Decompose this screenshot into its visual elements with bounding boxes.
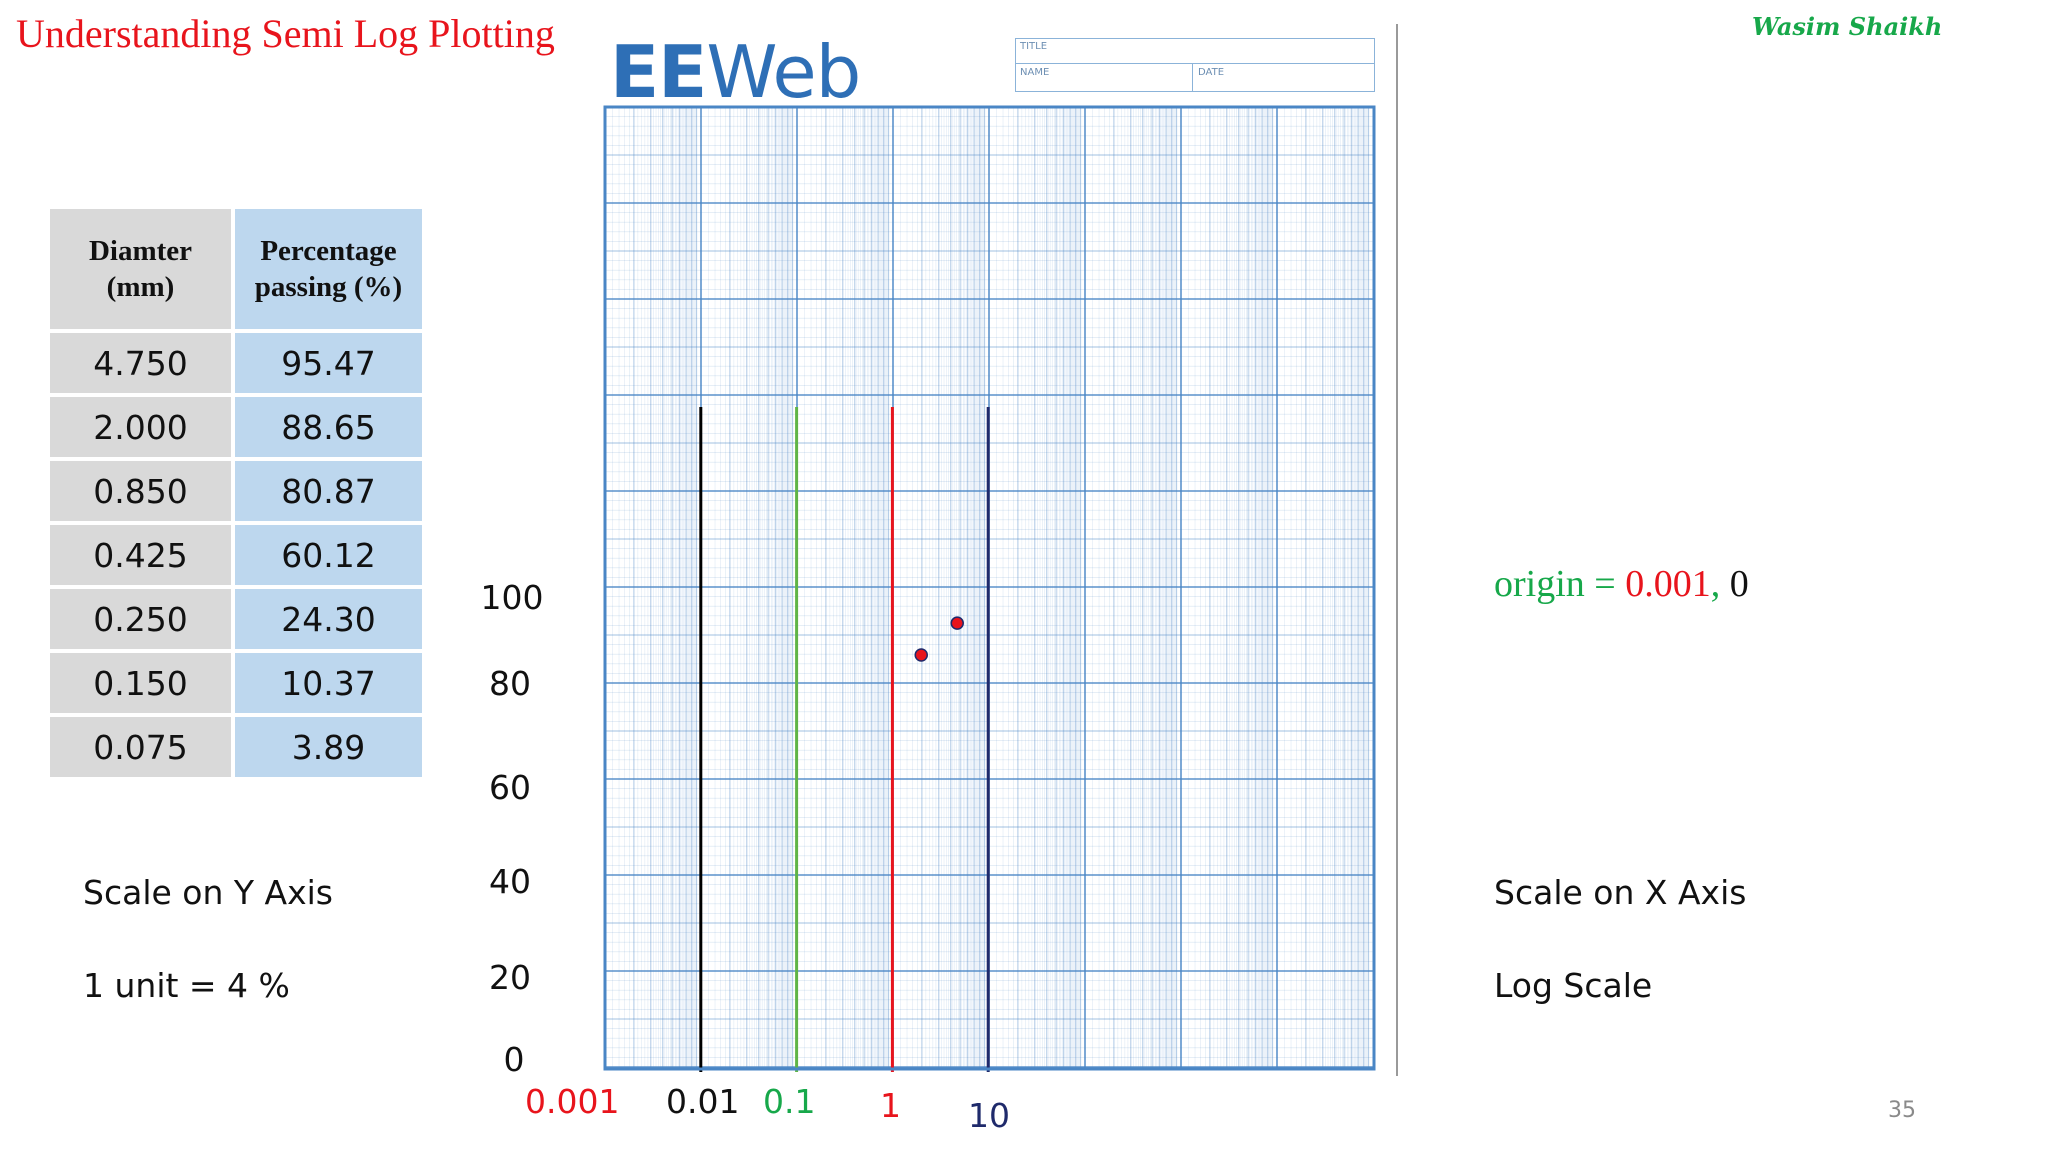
x-tick-label: 1 — [880, 1086, 901, 1125]
name-label: NAME — [1020, 67, 1050, 78]
y-tick-label: 60 — [489, 768, 531, 807]
cell-percentage: 88.65 — [235, 397, 422, 457]
origin-label: origin = — [1494, 563, 1626, 605]
cell-percentage: 10.37 — [235, 653, 422, 713]
origin-sep: , — [1710, 563, 1721, 605]
y-scale-title: Scale on Y Axis — [83, 873, 333, 912]
cell-diameter: 0.075 — [50, 717, 231, 777]
y-tick-label: 80 — [489, 664, 531, 703]
table-row: 0.850 80.87 — [50, 461, 422, 521]
author-signature: Wasim Shaikh — [1752, 12, 1943, 41]
y-tick-label: 0 — [503, 1040, 525, 1079]
y-tick-label: 20 — [489, 958, 531, 997]
cell-percentage: 60.12 — [235, 525, 422, 585]
header-percentage-line2: passing (%) — [254, 271, 403, 303]
cell-diameter: 0.150 — [50, 653, 231, 713]
table-row: 4.750 95.47 — [50, 333, 422, 393]
table-row: 0.250 24.30 — [50, 589, 422, 649]
graph-title-box: TITLE NAME DATE — [1015, 38, 1375, 92]
page-number: 35 — [1888, 1098, 1916, 1123]
graph-frame — [603, 105, 1376, 1071]
table-row: 0.075 3.89 — [50, 717, 422, 777]
decade-lines — [699, 407, 990, 1072]
cell-diameter: 0.250 — [50, 589, 231, 649]
y-scale-value: 1 unit = 4 % — [83, 966, 290, 1005]
table-header-row: Diamter (mm) Percentage passing (%) — [50, 209, 422, 329]
title-label: TITLE — [1020, 41, 1048, 52]
x-scale-title: Scale on X Axis — [1494, 873, 1747, 912]
cell-diameter: 2.000 — [50, 397, 231, 457]
eeweb-logo: EEWeb — [610, 30, 861, 114]
data-point — [950, 616, 964, 630]
cell-diameter: 0.425 — [50, 525, 231, 585]
table-row: 0.150 10.37 — [50, 653, 422, 713]
header-diameter: Diamter (mm) — [50, 209, 231, 329]
header-diameter-line2: (mm) — [106, 271, 175, 303]
page-divider — [1396, 24, 1398, 1076]
cell-diameter: 0.850 — [50, 461, 231, 521]
x-tick-label: 0.001 — [525, 1082, 620, 1121]
cell-percentage: 3.89 — [235, 717, 422, 777]
table-row: 2.000 88.65 — [50, 397, 422, 457]
data-point — [914, 648, 928, 662]
cell-percentage: 24.30 — [235, 589, 422, 649]
data-points — [914, 616, 964, 662]
cell-diameter: 4.750 — [50, 333, 231, 393]
date-label: DATE — [1198, 67, 1225, 78]
x-tick-label: 0.1 — [763, 1082, 816, 1121]
x-tick-label: 0.01 — [666, 1082, 740, 1121]
cell-percentage: 80.87 — [235, 461, 422, 521]
x-scale-value: Log Scale — [1494, 966, 1653, 1005]
origin-y: 0 — [1720, 563, 1749, 605]
slide-title: Understanding Semi Log Plotting — [16, 11, 555, 56]
origin-note: origin = 0.001, 0 — [1494, 562, 1749, 606]
sieve-data-table: Diamter (mm) Percentage passing (%) 4.75… — [46, 205, 426, 781]
header-diameter-line1: Diamter — [88, 235, 193, 267]
origin-x: 0.001 — [1625, 563, 1711, 605]
table-row: 0.425 60.12 — [50, 525, 422, 585]
x-tick-label: 10 — [968, 1096, 1010, 1135]
logo-bold: EE — [610, 30, 707, 114]
header-percentage-line1: Percentage — [260, 235, 397, 267]
header-percentage: Percentage passing (%) — [235, 209, 422, 329]
y-tick-label: 100 — [480, 578, 544, 617]
y-tick-label: 40 — [489, 862, 531, 901]
cell-percentage: 95.47 — [235, 333, 422, 393]
logo-rest: Web — [706, 30, 861, 114]
